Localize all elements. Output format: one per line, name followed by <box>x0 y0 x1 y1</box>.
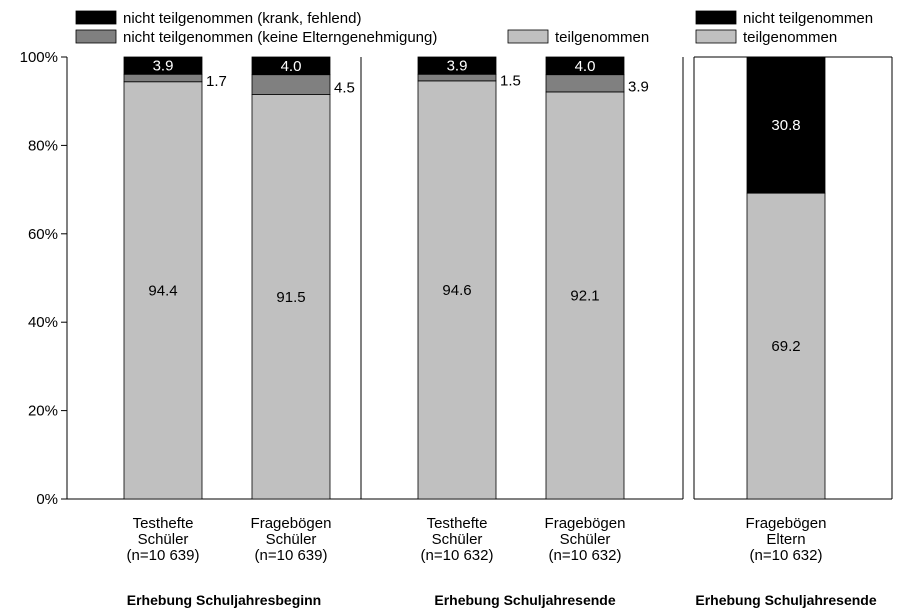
category-label: Schüler <box>138 531 189 548</box>
data-label-participated: 94.6 <box>442 282 471 299</box>
data-label-participated: 92.1 <box>570 287 599 304</box>
category-label: (n=10 639) <box>255 547 328 564</box>
legend-left: nicht teilgenommen (krank, fehlend) nicht… <box>75 10 649 46</box>
legend-swatch-participated <box>507 29 549 44</box>
y-tick-label: 80% <box>28 137 58 154</box>
category-label: Schüler <box>560 531 611 548</box>
bar-segment-participated <box>417 80 497 500</box>
category-label: (n=10 639) <box>127 547 200 564</box>
y-tick-label: 100% <box>20 49 58 66</box>
group-label: Erhebung Schuljahresbeginn <box>127 592 321 608</box>
data-label-participated: 94.4 <box>148 282 177 299</box>
data-label-no_permission: 3.9 <box>628 78 649 95</box>
panel-main: 0%20%40%60%80%100%94.41.73.9TesthefteSch… <box>20 49 684 608</box>
legend-swatch-no_permission <box>75 29 117 44</box>
data-label-absent: 4.0 <box>281 58 302 75</box>
data-label-no_permission: 1.7 <box>206 73 227 90</box>
bar-segment-absent <box>746 56 826 194</box>
bar-segment-no_permission <box>417 73 497 82</box>
legend-swatch-absent <box>695 10 737 25</box>
category-label: (n=10 632) <box>421 547 494 564</box>
data-label-no_permission: 1.5 <box>500 73 521 90</box>
y-tick-label: 60% <box>28 226 58 243</box>
category-label: Fragebögen <box>746 515 827 532</box>
legend-label-absent: nicht teilgenommen <box>743 10 873 27</box>
group-label: Erhebung Schuljahresende <box>695 592 876 608</box>
data-label-no_permission: 4.5 <box>334 80 355 97</box>
legend-right: nicht teilgenommen teilgenommen <box>695 10 873 46</box>
category-label: Eltern <box>766 531 805 548</box>
category-label: Schüler <box>266 531 317 548</box>
bar-segment-absent <box>123 56 203 75</box>
bar-segment-absent <box>417 56 497 75</box>
bar-segment-no_permission <box>545 74 625 93</box>
category-label: Fragebögen <box>251 515 332 532</box>
data-label-absent: 4.0 <box>575 58 596 75</box>
category-label: Testhefte <box>427 515 488 532</box>
legend-label-absent: nicht teilgenommen (krank, fehlend) <box>123 10 361 27</box>
y-tick-label: 0% <box>36 491 58 508</box>
category-label: Fragebögen <box>545 515 626 532</box>
data-label-absent: 3.9 <box>447 58 468 75</box>
bar-segment-participated <box>545 91 625 500</box>
category-label: (n=10 632) <box>750 547 823 564</box>
bar-segment-no_permission <box>251 74 331 95</box>
legend-label-participated: teilgenommen <box>555 29 649 46</box>
bar-segment-absent <box>251 56 331 76</box>
bar-segment-participated <box>251 94 331 500</box>
y-tick-label: 20% <box>28 403 58 420</box>
legend-label-no_permission: nicht teilgenommen (keine Elterngenehmig… <box>123 29 437 46</box>
data-label-absent: 30.8 <box>771 117 800 134</box>
legend-swatch-absent <box>75 10 117 25</box>
category-label: Testhefte <box>133 515 194 532</box>
category-label: Schüler <box>432 531 483 548</box>
bar-segment-no_permission <box>123 73 203 83</box>
data-label-absent: 3.9 <box>153 58 174 75</box>
legend-swatch-participated <box>695 29 737 44</box>
legend-label-participated: teilgenommen <box>743 29 837 46</box>
y-tick-label: 40% <box>28 314 58 331</box>
data-label-participated: 69.2 <box>771 338 800 355</box>
data-label-participated: 91.5 <box>276 289 305 306</box>
bar-segment-absent <box>545 56 625 76</box>
group-label: Erhebung Schuljahresende <box>434 592 615 608</box>
bar-segment-participated <box>746 192 826 500</box>
category-label: (n=10 632) <box>549 547 622 564</box>
